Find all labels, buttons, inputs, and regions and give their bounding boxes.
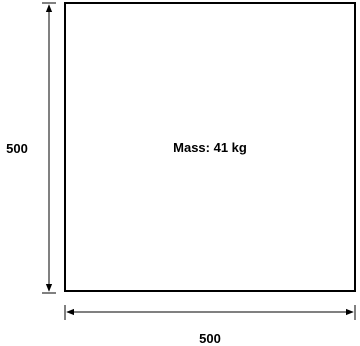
width-dimension [65,305,355,320]
width-label: 500 [199,331,221,346]
mass-label: Mass: 41 kg [173,140,247,155]
height-label: 500 [6,141,28,156]
height-dimension [42,3,56,293]
